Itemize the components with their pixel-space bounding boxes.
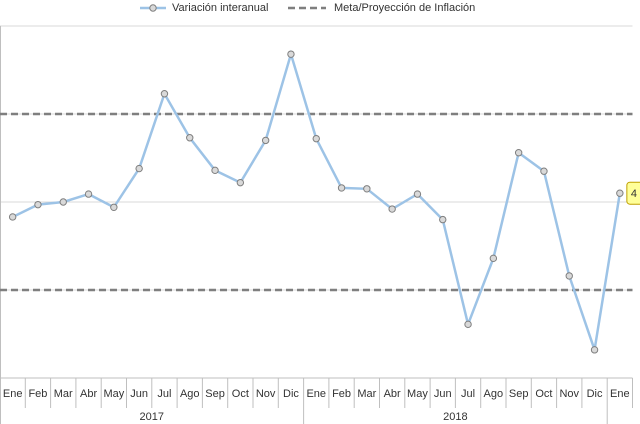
data-point: [287, 50, 295, 58]
data-point: [439, 215, 447, 224]
data-point: [84, 190, 93, 198]
legend-label: Meta/Proyección de Inflación: [334, 2, 475, 14]
x-tick-label: Jun: [130, 388, 148, 400]
data-point: [236, 178, 245, 187]
x-tick-label: Dic: [587, 388, 603, 400]
x-tick-label: Oct: [232, 388, 249, 400]
x-tick-label: Ene: [610, 388, 630, 400]
x-tick-label: Ago: [484, 388, 504, 400]
data-point: [34, 200, 42, 209]
data-point: [110, 203, 118, 211]
data-point: [514, 149, 523, 157]
data-point: [565, 272, 573, 280]
x-tick-label: Feb: [28, 388, 47, 400]
data-point: [590, 346, 599, 354]
data-point: [363, 185, 371, 193]
data-point: [186, 134, 194, 142]
x-tick-label: May: [407, 388, 428, 400]
data-point: [8, 213, 17, 221]
data-point: [261, 136, 270, 145]
x-tick-label: Abr: [384, 388, 401, 400]
x-tick-label: Ago: [180, 388, 200, 400]
data-point: [160, 90, 169, 98]
x-tick-label: Mar: [54, 388, 73, 400]
year-label: 2018: [443, 411, 467, 423]
x-tick-label: Jul: [461, 388, 475, 400]
data-point: [413, 190, 422, 198]
data-point: [388, 205, 396, 213]
x-tick-label: May: [103, 388, 124, 400]
x-tick-label: Feb: [332, 388, 351, 400]
x-tick-label: Nov: [256, 388, 276, 400]
x-tick-label: Jun: [434, 388, 452, 400]
year-label: 2017: [140, 411, 164, 423]
x-tick-label: Jul: [157, 388, 171, 400]
data-label: 4: [631, 188, 637, 200]
data-point: [489, 254, 498, 263]
x-tick-label: Nov: [559, 388, 579, 400]
data-label-box: [626, 181, 640, 205]
data-point: [211, 166, 219, 175]
data-point: [464, 320, 472, 329]
x-tick-label: Mar: [357, 388, 376, 400]
data-point: [616, 189, 624, 197]
data-point: [135, 164, 143, 173]
data-point: [312, 134, 320, 143]
data-point: [59, 198, 67, 206]
data-point: [337, 184, 346, 192]
legend-label: Variación interanual: [172, 2, 268, 14]
x-tick-label: Dic: [283, 388, 299, 400]
x-tick-label: Sep: [205, 388, 225, 400]
legend-marker: [149, 4, 157, 12]
x-tick-label: Abr: [80, 388, 97, 400]
x-tick-label: Oct: [535, 388, 552, 400]
x-tick-label: Ene: [306, 388, 326, 400]
x-tick-label: Ene: [3, 388, 23, 400]
data-point: [540, 167, 548, 175]
x-tick-label: Sep: [509, 388, 529, 400]
